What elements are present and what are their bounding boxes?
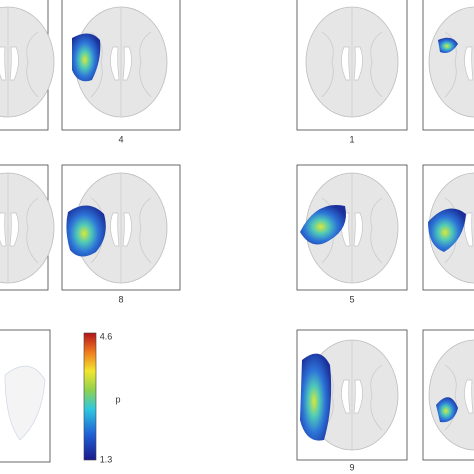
brain-slice (4, 365, 46, 441)
heat-map (438, 37, 458, 53)
panel-label: 9 (349, 462, 354, 472)
panel-label: 1 (349, 134, 354, 144)
heat-map (300, 205, 346, 245)
brain-slice (305, 6, 399, 118)
panel-label: 4 (118, 134, 123, 144)
heat-map (66, 205, 106, 257)
colorbar-max: 4.6 (100, 331, 113, 341)
heat-map (72, 33, 101, 82)
panel-label: 8 (118, 294, 123, 304)
heat-map (436, 397, 458, 423)
colorbar-min: 1.3 (100, 454, 113, 464)
panel-label: 5 (349, 294, 354, 304)
heat-map (300, 353, 332, 441)
heat-map (428, 208, 466, 252)
colorbar-label: p (115, 394, 120, 404)
colorbar (83, 332, 97, 461)
